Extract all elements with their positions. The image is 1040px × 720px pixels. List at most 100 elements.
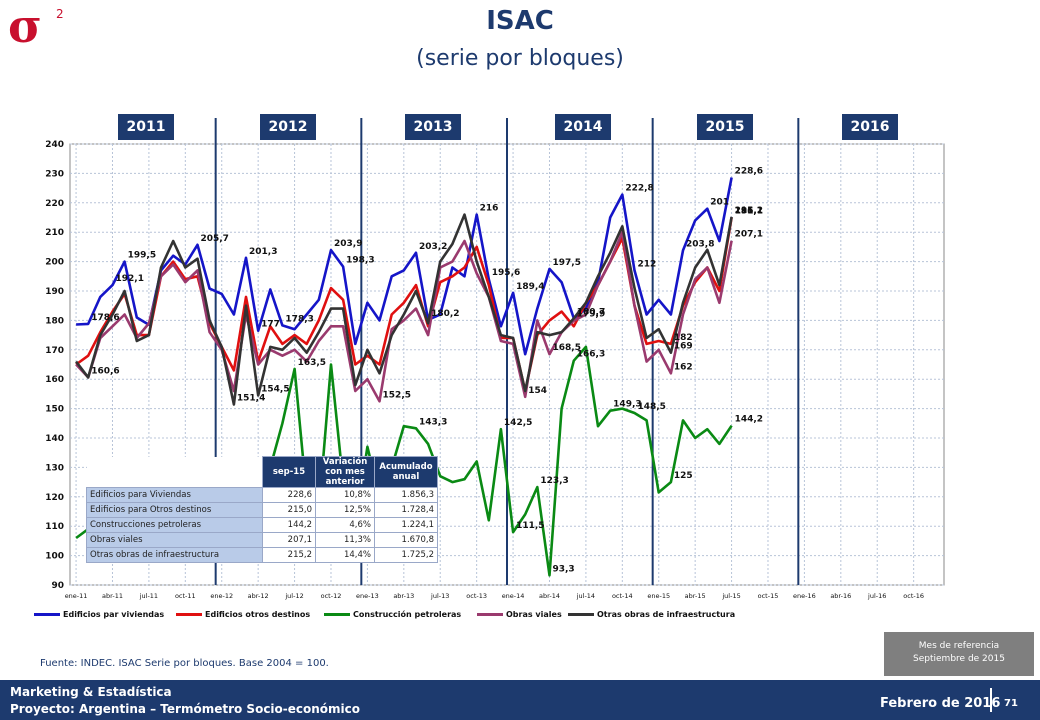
data-label: 178,3: [285, 314, 313, 324]
year-2013: 2013: [405, 114, 461, 140]
page-title: ISAC: [486, 6, 554, 36]
y-tick-label: 130: [45, 463, 64, 473]
footer-project: Proyecto: Argentina – Termómetro Socio-e…: [10, 702, 361, 716]
data-label: 201,3: [249, 247, 277, 257]
data-label: 154: [528, 386, 547, 396]
data-label: 215,2: [735, 206, 763, 216]
data-label: 125: [674, 471, 693, 481]
data-label: 178,6: [91, 313, 119, 323]
source-note: Fuente: INDEC. ISAC Serie por bloques. B…: [40, 658, 329, 669]
data-label: 152,5: [383, 390, 411, 400]
data-label: 143,3: [419, 417, 447, 427]
y-tick-label: 120: [45, 493, 64, 503]
data-label: 203,2: [419, 242, 447, 252]
series-line: [75, 213, 733, 406]
table-cell: Obras viales: [86, 532, 263, 548]
data-label: 162: [674, 362, 693, 372]
year-2014: 2014: [555, 114, 611, 140]
x-tick-label: jul-13: [430, 592, 449, 600]
data-label: 195,6: [492, 268, 520, 278]
data-label: 179,9: [577, 310, 605, 320]
table-cell: 215,2: [262, 547, 316, 563]
reference-value: Septiembre de 2015: [913, 654, 1005, 664]
y-tick-label: 90: [51, 581, 64, 591]
data-label: 93,3: [552, 564, 574, 574]
y-tick-label: 170: [45, 346, 64, 356]
x-tick-label: oct-14: [612, 592, 633, 600]
x-tick-label: abr-14: [539, 592, 560, 600]
x-tick-label: abr-15: [685, 592, 706, 600]
table-row: Edificios para Viviendas 228,6 10,8% 1.856,…: [86, 487, 438, 503]
data-label: 212: [637, 259, 656, 269]
table-cell: 1.728,4: [374, 502, 438, 518]
table-cell: 1.670,8: [374, 532, 438, 548]
data-label: 199,5: [128, 251, 156, 261]
table-header: Acumulado anual: [374, 456, 438, 488]
x-tick-label: ene-11: [65, 592, 88, 600]
data-label: 148,5: [637, 402, 665, 412]
data-label: 142,5: [504, 418, 532, 428]
legend-item: Edificios par viviendas: [34, 610, 164, 619]
data-label: 203,8: [686, 239, 714, 249]
table-cell: 12,5%: [315, 502, 375, 518]
footer-divider: [990, 688, 992, 712]
data-label: 198,3: [346, 256, 374, 266]
legend-item: Obras viales: [477, 610, 562, 619]
svg-text:2: 2: [56, 7, 64, 21]
data-label: 228,6: [735, 167, 763, 177]
footer-bar: Marketing & Estadística Proyecto: Argent…: [0, 680, 1040, 720]
x-tick-label: ene-16: [793, 592, 816, 600]
data-label: 177: [261, 320, 280, 330]
x-tick-label: ene-12: [210, 592, 233, 600]
x-tick-label: jul-15: [721, 592, 740, 600]
table-cell: Edificios para Viviendas: [86, 487, 263, 503]
data-label: 189,4: [516, 282, 544, 292]
data-label: 182: [674, 333, 693, 343]
x-tick-label: oct-13: [466, 592, 487, 600]
x-tick-label: jul-12: [284, 592, 303, 600]
data-label: 180,2: [431, 309, 459, 319]
data-label: 216: [480, 204, 499, 214]
table-cell: 215,0: [262, 502, 316, 518]
x-tick-label: oct-11: [175, 592, 196, 600]
y-tick-label: 150: [45, 405, 64, 415]
table-row: Otras obras de infraestructura 215,2 14,4%…: [86, 547, 438, 563]
table-row: Obras viales 207,1 11,3% 1.670,8: [86, 532, 438, 548]
y-tick-label: 200: [45, 258, 64, 268]
data-label: 166,3: [577, 350, 605, 360]
data-label: 168,5: [552, 343, 580, 353]
data-label: 149,3: [613, 400, 641, 410]
table-cell: 1.725,2: [374, 547, 438, 563]
x-tick-label: abr-12: [248, 592, 269, 600]
table-row: Construcciones petroleras 144,2 4,6% 1.224,…: [86, 517, 438, 533]
x-tick-label: jul-16: [867, 592, 886, 600]
data-label: 222,8: [625, 184, 653, 194]
table-cell: 10,8%: [315, 487, 375, 503]
data-label: 169: [674, 342, 693, 352]
table-cell: 4,6%: [315, 517, 375, 533]
reference-label: Mes de referencia: [918, 641, 1000, 651]
x-tick-label: oct-15: [758, 592, 779, 600]
table-cell: 228,6: [262, 487, 316, 503]
table-cell: 207,1: [262, 532, 316, 548]
data-label: 144,2: [735, 415, 763, 425]
table-row: Edificios para Otros destinos 215,0 12,5% 1…: [86, 502, 438, 518]
data-label: 197,5: [552, 258, 580, 268]
data-label: 163,5: [298, 358, 326, 368]
footer-department: Marketing & Estadística: [10, 685, 172, 699]
table-corner: [86, 456, 263, 488]
table-header: Variación con mes anterior: [315, 456, 375, 488]
x-tick-label: oct-16: [903, 592, 924, 600]
x-tick-label: jul-14: [576, 592, 595, 600]
data-label: 160,6: [91, 366, 119, 376]
legend-item: Edificios otros destinos: [176, 610, 310, 619]
y-tick-label: 240: [45, 140, 64, 150]
data-label: 201: [710, 198, 729, 208]
data-label: 192,1: [115, 274, 143, 284]
footer-date: Febrero de 2016: [880, 696, 1001, 711]
x-tick-label: abr-11: [102, 592, 123, 600]
legend-item: Otras obras de infraestructura: [568, 610, 735, 619]
page-number: 71: [1004, 698, 1018, 709]
year-2011: 2011: [118, 114, 174, 140]
data-label: 154,5: [261, 384, 289, 394]
